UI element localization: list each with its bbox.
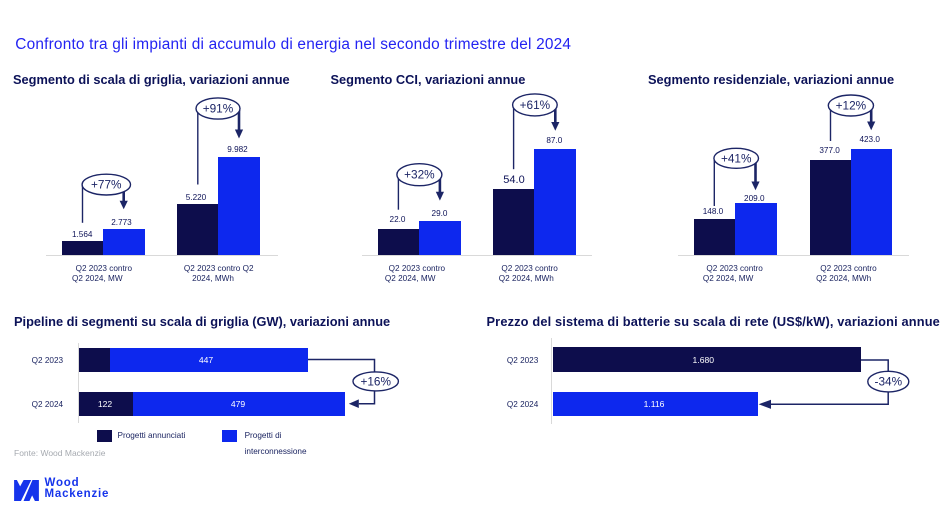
svg-text:+12%: +12% — [836, 99, 867, 113]
svg-text:+32%: +32% — [404, 168, 435, 182]
svg-text:+41%: +41% — [721, 151, 752, 165]
svg-text:+61%: +61% — [520, 98, 551, 112]
svg-text:+91%: +91% — [203, 102, 234, 116]
svg-text:+77%: +77% — [91, 178, 122, 192]
svg-text:+16%: +16% — [360, 374, 391, 388]
svg-text:-34%: -34% — [875, 374, 903, 388]
